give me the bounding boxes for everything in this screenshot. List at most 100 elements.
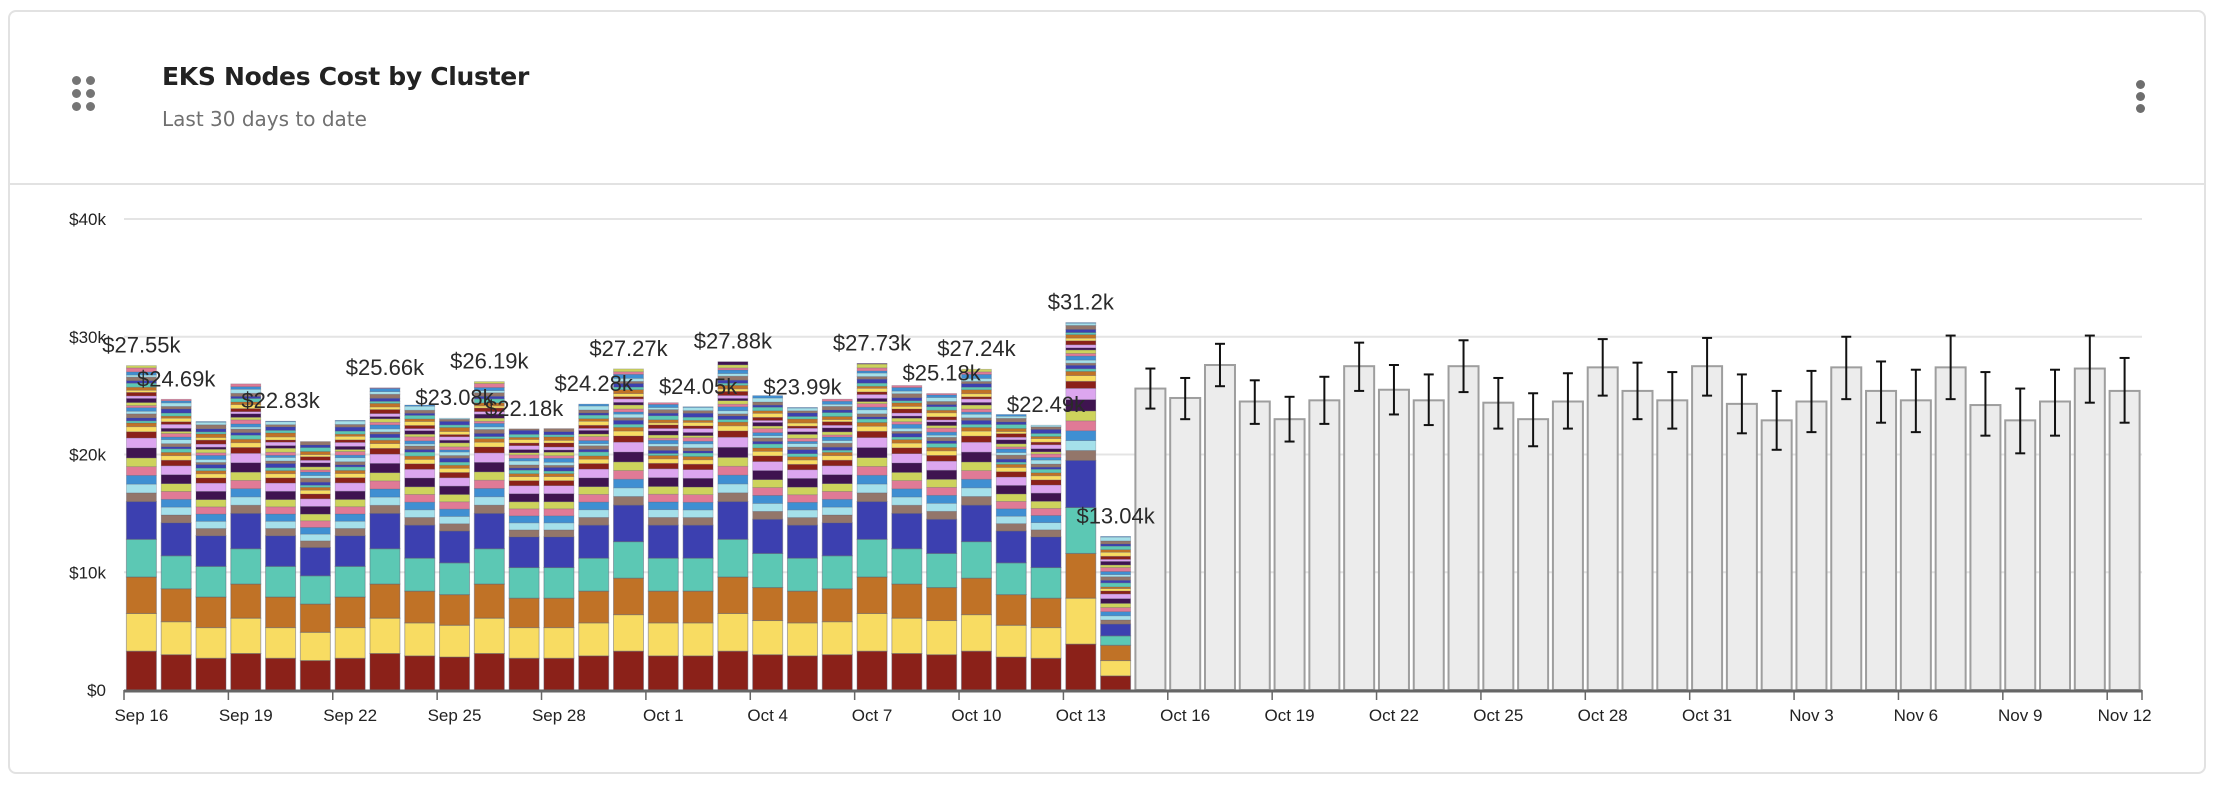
drag-handle-icon[interactable] [72,76,96,112]
bar-segment [508,476,540,482]
bar-segment [717,474,749,485]
bar-segment [995,656,1027,691]
bar-segment [334,477,366,484]
bar-segment [230,416,262,421]
bar-segment [439,427,470,432]
bar-segment [543,627,575,659]
bar-segment [473,438,505,443]
bar-segment [787,453,818,458]
bar-segment [126,483,157,494]
bar-segment [578,414,610,420]
bar-segment [543,508,575,517]
bar-segment [786,655,818,691]
x-tick-label: Sep 25 [428,706,482,725]
bar-segment [856,492,888,502]
bar-segment [404,404,436,407]
bar-segment [195,627,227,659]
bar-segment [508,515,540,524]
bar-segment [265,596,297,629]
bar-segment [787,443,818,448]
bar-segment [160,417,192,423]
bar-segment [543,522,575,531]
bar-segment [682,443,714,449]
bar-segment [404,455,436,460]
bar-segment [439,516,470,525]
bar-segment [439,494,470,503]
bar-segment [404,436,436,442]
x-tick-label: Oct 4 [747,706,788,725]
bar-segment [613,423,644,428]
bar-segment [787,422,818,427]
bar-segment [543,480,575,486]
bar-segment [195,535,227,567]
bar-segment [647,450,679,454]
bar-segment [334,596,366,629]
bar-segment [300,520,331,528]
bar-segment [508,442,540,446]
bar-segment [230,428,262,433]
bar-segment [926,447,957,452]
bar-segment [300,540,331,548]
bar-segment [1100,571,1131,575]
bar-segment [856,612,888,652]
bar-segment [543,657,575,691]
forecast-bar [1412,399,1445,691]
bar-segment [961,413,992,419]
bar-segment [995,424,1027,429]
bar-segment [439,656,471,691]
bar-segment [404,494,436,503]
bar-segment [230,419,262,425]
bar-segment [891,406,923,410]
bar-segment [752,503,784,512]
bar-segment [1030,459,1062,465]
bar-segment [334,565,366,598]
bar-segment [613,577,644,616]
bar-segment [613,461,644,471]
bar-segment [508,485,540,495]
bar-segment [578,424,610,429]
bar-segment [195,439,227,445]
bar-segment [578,436,610,441]
bar-segment [300,444,331,448]
bar-segment [961,389,992,395]
bar-segment [821,506,853,516]
bar-segment [404,445,436,450]
bar-segment [126,395,157,399]
bar-segment [439,461,470,466]
bar-segment [717,576,749,614]
data-label: $27.24k [937,336,1016,361]
bar-segment [786,622,818,657]
bar-segment [821,442,853,448]
bar-segment [961,417,992,421]
bar-segment [647,412,679,417]
bar-segment [1065,552,1097,599]
bar-segment [195,499,227,508]
bar-segment [404,409,436,414]
bar-segment [230,438,262,444]
bar-segment [647,468,679,478]
bar-segment [613,408,644,413]
bar-segment [334,454,366,459]
more-vertical-icon[interactable] [2135,80,2147,116]
bar-segment [682,517,714,526]
bar-segment [717,430,749,438]
bar-segment [334,490,366,500]
bar-segment [856,413,888,418]
bar-segment [752,401,784,406]
bar-segment [891,433,923,438]
bar-segment [299,631,331,662]
bar-segment [961,430,992,437]
bar-segment [404,449,436,453]
bar-segment [856,406,888,411]
bar-segment [195,513,227,522]
bar-segment [508,445,540,450]
bar-segment [821,406,853,411]
bar-segment [404,655,436,691]
bar-segment [821,555,853,590]
bar-segment [1100,549,1131,553]
bar-segment [300,441,331,446]
bar-segment [995,454,1027,460]
bar-segment [508,464,540,469]
bar-segment [1065,399,1097,412]
bar-segment [230,480,262,489]
